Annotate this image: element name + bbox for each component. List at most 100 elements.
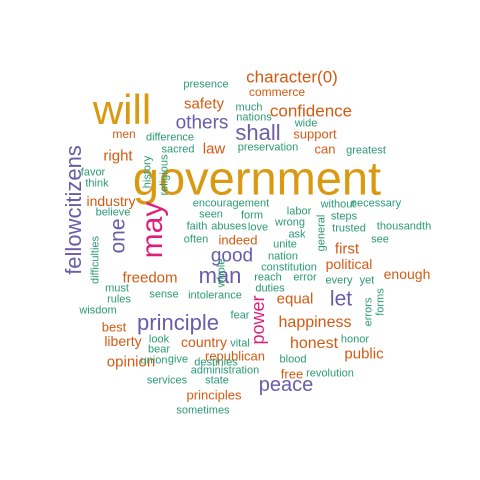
word-peace: peace bbox=[258, 374, 314, 396]
word-others: others bbox=[175, 112, 229, 134]
word-rules: rules bbox=[107, 293, 131, 306]
word-freedom: freedom bbox=[122, 269, 178, 287]
word-ask: ask bbox=[288, 228, 306, 241]
word-law: law bbox=[202, 140, 226, 158]
word-reach: reach bbox=[254, 271, 282, 284]
word-union: union bbox=[140, 354, 168, 367]
word-give: give bbox=[167, 353, 189, 366]
word-unite: unite bbox=[273, 238, 297, 251]
word-must: must bbox=[105, 282, 129, 295]
word-wrong: wrong bbox=[275, 216, 305, 229]
word-state: state bbox=[205, 374, 229, 387]
word-abuses: abuses bbox=[211, 220, 247, 233]
word-difficulties: difficulties bbox=[89, 235, 102, 285]
word-religious: religious bbox=[158, 154, 171, 196]
word-look: look bbox=[148, 333, 170, 346]
word-faith: faith bbox=[186, 220, 208, 233]
word-honor: honor bbox=[340, 333, 370, 346]
word-greatest: greatest bbox=[346, 144, 386, 157]
word-form: form bbox=[241, 209, 263, 222]
word-right: right bbox=[103, 147, 133, 165]
word-believe: believe bbox=[95, 206, 131, 219]
word-wisdom: wisdom bbox=[79, 304, 117, 317]
word-sacred: sacred bbox=[161, 143, 195, 156]
word-sometimes: sometimes bbox=[176, 404, 230, 417]
word-forms: forms bbox=[374, 288, 387, 316]
word-principles: principles bbox=[186, 387, 242, 403]
word-vital: vital bbox=[230, 337, 250, 350]
word-difference: difference bbox=[145, 131, 195, 144]
word-nations: nations bbox=[236, 111, 272, 124]
word-errors: errors bbox=[362, 297, 375, 327]
word-may: may bbox=[136, 201, 169, 259]
word-wide: wide bbox=[294, 117, 318, 130]
word-free: free bbox=[280, 366, 304, 382]
word-steps: steps bbox=[330, 210, 358, 223]
word-power: power bbox=[248, 295, 268, 345]
word-best: best bbox=[101, 319, 127, 335]
word-preservation: preservation bbox=[237, 141, 299, 154]
word-equal: equal bbox=[276, 290, 314, 308]
word-love: love bbox=[247, 221, 269, 234]
word-support: support bbox=[293, 126, 337, 142]
word-can: can bbox=[314, 141, 336, 157]
word-commerce: commerce bbox=[248, 85, 306, 99]
word-thousandth: thousandth bbox=[376, 220, 432, 233]
word-services: services bbox=[146, 374, 188, 387]
word-political: political bbox=[325, 256, 373, 272]
word-enough: enough bbox=[383, 266, 431, 282]
word-fear: fear bbox=[230, 309, 250, 322]
word-whole: whole bbox=[215, 258, 228, 288]
word-industry: industry bbox=[86, 193, 136, 209]
word-without: without bbox=[320, 198, 356, 211]
word-nation: nation bbox=[268, 250, 298, 263]
word-let: let bbox=[329, 287, 353, 311]
word-shall: shall bbox=[235, 120, 281, 145]
word-government: government bbox=[132, 151, 382, 205]
word-every: every bbox=[325, 274, 353, 287]
word-much: much bbox=[235, 101, 263, 114]
word-principle: principle bbox=[137, 310, 219, 335]
word-intolerance: intolerance bbox=[188, 289, 242, 302]
word-administration: administration bbox=[190, 364, 260, 377]
word-sense: sense bbox=[149, 288, 179, 301]
word-often: often bbox=[183, 233, 209, 246]
word-history: history bbox=[141, 155, 154, 189]
word-destinies: destinies bbox=[194, 356, 238, 369]
word-men: men bbox=[112, 127, 136, 141]
word-seen: seen bbox=[199, 208, 223, 221]
word-bear: bear bbox=[147, 343, 171, 356]
word-opinion: opinion bbox=[106, 353, 156, 371]
word-fellowcitizens: fellowcitizens bbox=[61, 145, 86, 275]
word-republican: republican bbox=[205, 348, 265, 364]
word-constitution: constitution bbox=[261, 261, 317, 274]
word-country: country bbox=[181, 334, 227, 350]
word-one: one bbox=[106, 218, 130, 254]
word-indeed: indeed bbox=[218, 232, 258, 248]
word-encouragement: encouragement bbox=[192, 197, 270, 210]
word-see: see bbox=[371, 233, 389, 246]
word-good: good bbox=[210, 245, 254, 267]
word-trusted: trusted bbox=[332, 222, 366, 235]
word-confidence: confidence bbox=[269, 101, 353, 121]
word-honest: honest bbox=[289, 335, 339, 352]
word-character-0: character(0) bbox=[246, 67, 338, 87]
word-liberty: liberty bbox=[104, 333, 142, 349]
word-think: think bbox=[85, 177, 109, 190]
word-necessary: necessary bbox=[350, 197, 402, 210]
word-public: public bbox=[344, 345, 384, 363]
word-error: error bbox=[293, 271, 317, 284]
word-blood: blood bbox=[279, 353, 307, 366]
word-favor: favor bbox=[80, 166, 106, 179]
word-will: will bbox=[92, 86, 152, 133]
word-happiness: happiness bbox=[278, 314, 352, 331]
word-man: man bbox=[198, 263, 242, 288]
word-yet: yet bbox=[359, 274, 375, 287]
word-revolution: revolution bbox=[306, 367, 354, 380]
word-general: general bbox=[315, 214, 328, 252]
word-first: first bbox=[334, 240, 360, 258]
word-presence: presence bbox=[183, 78, 229, 91]
word-labor: labor bbox=[286, 205, 312, 218]
word-duties: duties bbox=[255, 282, 285, 295]
